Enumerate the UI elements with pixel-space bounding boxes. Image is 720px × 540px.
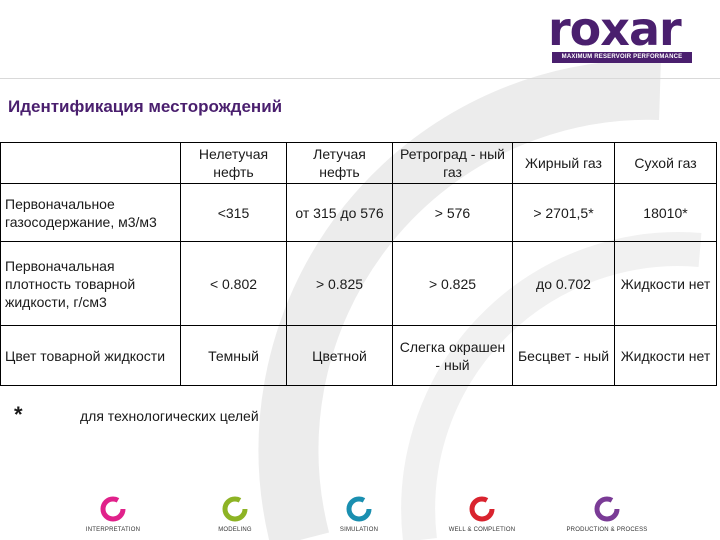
nav-label: MODELING: [218, 527, 252, 533]
row-label: Первоначальное газосодержание, м3/м3: [0, 183, 181, 242]
production-process-ring-icon: [594, 496, 620, 522]
nav-label: INTERPRETATION: [85, 527, 141, 533]
table-cell: > 2701,5*: [512, 183, 615, 242]
nav-item-well-completion[interactable]: WELL & COMPLETION: [417, 492, 547, 540]
header-cell: Летучая нефть: [286, 142, 393, 184]
modeling-ring-icon: [222, 496, 248, 522]
footnote-marker: *: [14, 402, 23, 427]
nav-label: SIMULATION: [339, 527, 379, 533]
table-row: Цвет товарной жидкости Темный Цветной Сл…: [0, 325, 717, 386]
header-cell: Ретроград - ный газ: [392, 142, 513, 184]
field-identification-table: Нелетучая нефть Летучая нефть Ретроград …: [0, 142, 717, 386]
table-row: Первоначальное газосодержание, м3/м3 <31…: [0, 183, 717, 242]
table-cell: <315: [180, 183, 287, 242]
table-cell: Жидкости нет: [614, 325, 717, 386]
header-cell: [0, 142, 181, 184]
page-title: Идентификация месторождений: [8, 97, 283, 116]
table-cell: от 315 до 576: [286, 183, 393, 242]
row-label: Первоначальная плотность товарной жидкос…: [0, 241, 181, 326]
table-header-row: Нелетучая нефть Летучая нефть Ретроград …: [0, 142, 717, 184]
logo-wordmark: roxar: [548, 2, 682, 56]
nav-item-interpretation[interactable]: INTERPRETATION: [48, 492, 178, 540]
nav-label: PRODUCTION & PROCESS: [566, 527, 648, 533]
roxar-logo: roxar MAXIMUM RESERVOIR PERFORMANCE: [548, 4, 696, 66]
header-cell: Нелетучая нефть: [180, 142, 287, 184]
table-cell: > 576: [392, 183, 513, 242]
table-cell: Жидкости нет: [614, 241, 717, 326]
table-cell: до 0.702: [512, 241, 615, 326]
bottom-nav: INTERPRETATION MODELING SIMULATION WELL …: [0, 492, 720, 540]
interpretation-ring-icon: [100, 496, 126, 522]
nav-label: WELL & COMPLETION: [448, 527, 516, 533]
logo-tagline: MAXIMUM RESERVOIR PERFORMANCE: [552, 52, 692, 63]
footnote-text: для технологических целей: [80, 408, 259, 424]
table-cell: > 0.825: [286, 241, 393, 326]
table-cell: 18010*: [614, 183, 717, 242]
nav-item-modeling[interactable]: MODELING: [170, 492, 300, 540]
table-cell: Бесцвет - ный: [512, 325, 615, 386]
table-cell: < 0.802: [180, 241, 287, 326]
row-label: Цвет товарной жидкости: [0, 325, 181, 386]
nav-item-simulation[interactable]: SIMULATION: [294, 492, 424, 540]
header-divider: [0, 78, 720, 79]
table-cell: > 0.825: [392, 241, 513, 326]
well-completion-ring-icon: [469, 496, 495, 522]
table-cell: Цветной: [286, 325, 393, 386]
table-cell: Слегка окрашен - ный: [392, 325, 513, 386]
table-row: Первоначальная плотность товарной жидкос…: [0, 241, 717, 326]
nav-item-production-process[interactable]: PRODUCTION & PROCESS: [542, 492, 672, 540]
table-cell: Темный: [180, 325, 287, 386]
header-cell: Жирный газ: [512, 142, 615, 184]
header-cell: Сухой газ: [614, 142, 717, 184]
simulation-ring-icon: [346, 496, 372, 522]
